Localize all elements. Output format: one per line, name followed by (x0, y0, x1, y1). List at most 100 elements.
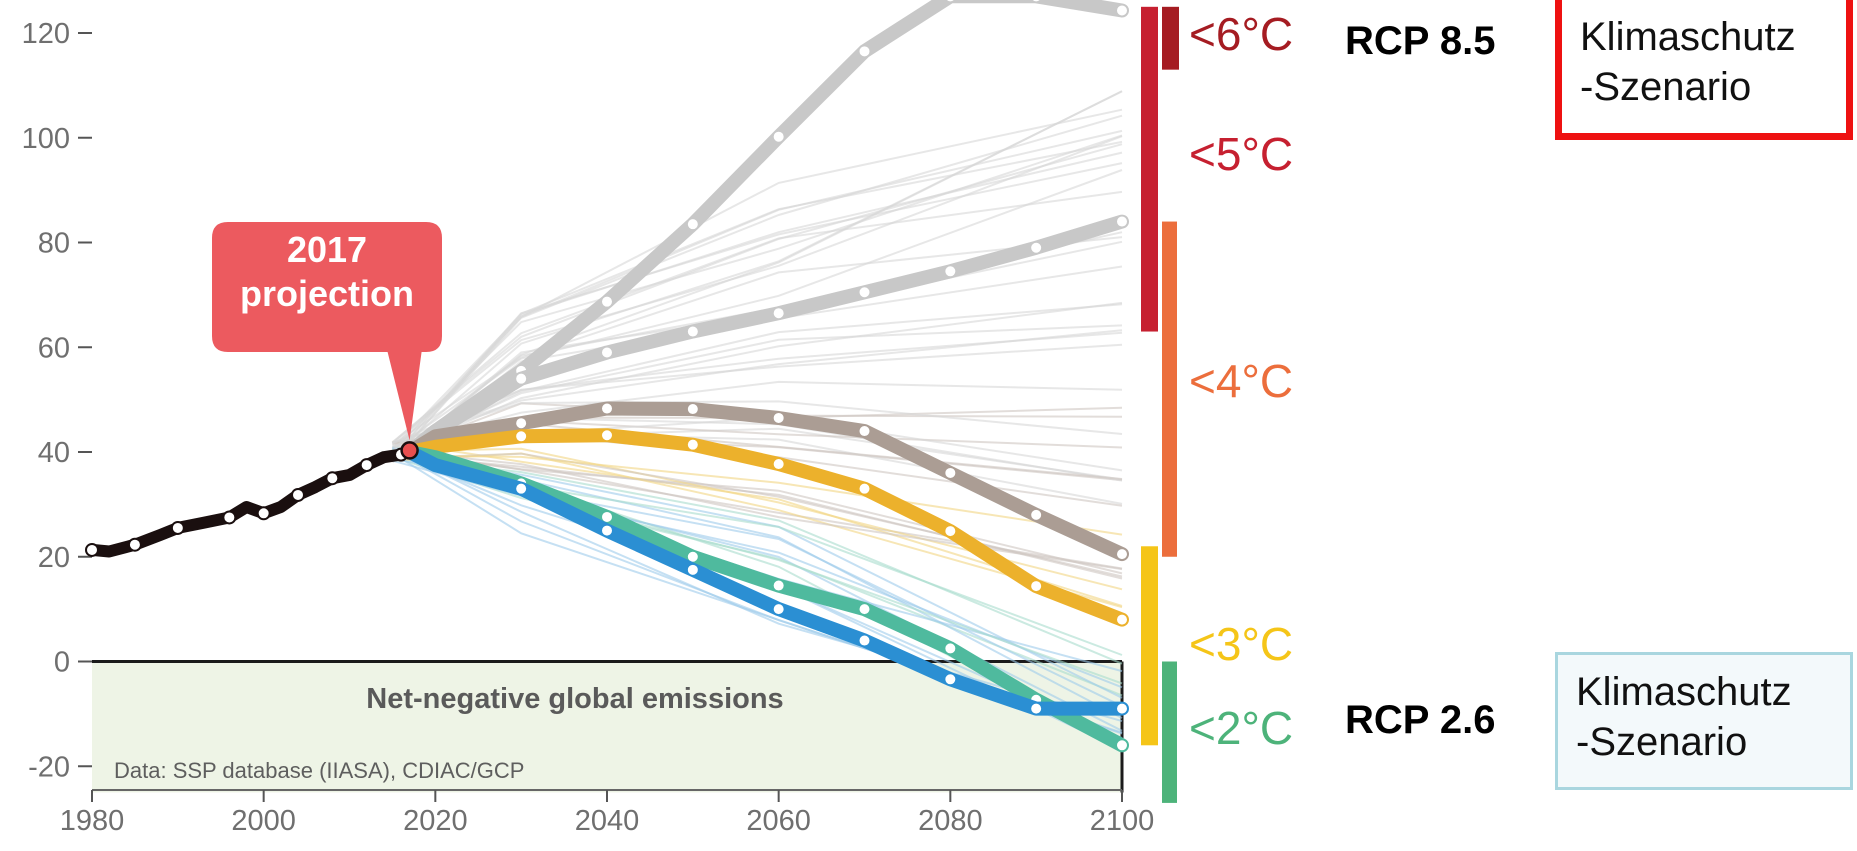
scenario-point (772, 411, 785, 424)
x-tick-label: 2080 (918, 805, 983, 837)
scenario-point (1030, 702, 1043, 715)
background-scenario-line (391, 236, 1123, 446)
x-tick-label: 2000 (231, 805, 296, 837)
background-scenario-line (392, 454, 1123, 536)
scenario-line (402, 428, 1129, 627)
scenario-point (601, 346, 613, 359)
scenario-point (686, 438, 699, 451)
scenario-point (858, 603, 871, 616)
temperature-band-label: <4°C (1189, 355, 1293, 407)
scenario-point (858, 286, 871, 299)
temperature-band-bar (1141, 546, 1158, 746)
x-tick-label: 2040 (575, 805, 640, 837)
y-tick-label: -20 (28, 751, 70, 783)
historical-point (85, 542, 99, 557)
scenario-point (515, 430, 528, 443)
scenario-point (1031, 0, 1041, 3)
x-tick-label: 2020 (403, 805, 468, 837)
highlighted-series-group (402, 0, 1129, 753)
scenario-point (601, 429, 613, 442)
climate-scenario-bottom-line2: -Szenario (1576, 720, 1748, 764)
projection-callout-text: projection (240, 273, 414, 314)
temperature-band-bar (1162, 6, 1179, 70)
y-tick-label: 20 (38, 542, 70, 574)
climate-scenario-top-line1: Klimaschutz (1580, 15, 1796, 59)
climate-scenario-box-top: Klimaschutz -Szenario (1555, 0, 1853, 140)
temperature-band-bar (1162, 221, 1177, 557)
y-tick-label: 0 (54, 647, 70, 679)
temperature-band-label: <6°C (1189, 8, 1293, 60)
x-tick-label: 1980 (60, 805, 125, 837)
background-scenario-line (391, 134, 1123, 452)
projection-callout-shape (212, 222, 442, 441)
scenario-point (1030, 508, 1043, 521)
rcp-2-6-label: RCP 2.6 (1345, 698, 1495, 742)
scenario-line (402, 214, 1129, 459)
scenario-point (772, 458, 785, 471)
scenario-point (686, 325, 699, 338)
scenario-point (944, 673, 957, 686)
climate-scenario-bottom-line1: Klimaschutz (1576, 670, 1792, 714)
temperature-band-bar (1162, 661, 1177, 803)
historical-point (170, 520, 185, 535)
scenario-point (1116, 548, 1128, 561)
scenario-point (944, 642, 957, 655)
source-note: Data: SSP database (IIASA), CDIAC/GCP (114, 758, 524, 783)
scenario-point (1030, 580, 1043, 593)
y-tick-label: 40 (38, 437, 70, 469)
scenario-point (601, 524, 613, 537)
temperature-band-label: <2°C (1189, 702, 1293, 754)
scenario-point (686, 563, 699, 576)
scenario-point (858, 634, 871, 647)
scenario-point (1116, 4, 1128, 17)
scenario-point (515, 372, 528, 385)
scenario-point (772, 579, 785, 592)
projection-point (400, 441, 419, 460)
scenario-point (858, 425, 871, 438)
scenario-point (515, 482, 528, 495)
scenario-point (772, 307, 785, 320)
scenario-point (858, 45, 871, 58)
temperature-bands-group: <6°C <5°C <4°C <3°C <2°C (1141, 6, 1293, 803)
scenario-point (1030, 241, 1043, 254)
temperature-band-bar (1141, 6, 1158, 332)
scenario-point (686, 218, 699, 231)
scenario-point (858, 482, 871, 495)
y-tick-label: 60 (38, 332, 70, 364)
scenario-point (601, 510, 613, 523)
historical-point (127, 537, 142, 552)
y-tick-label: 120 (22, 18, 70, 50)
background-scenario-line (391, 190, 1123, 444)
scenario-point (772, 130, 785, 143)
temperature-band-label: <5°C (1189, 128, 1293, 180)
scenario-point (1116, 215, 1128, 228)
scenario-line (402, 445, 1129, 716)
negative-region-label: Net-negative global emissions (366, 683, 783, 715)
background-scenario-line (391, 169, 1123, 452)
climate-scenario-box-bottom: Klimaschutz -Szenario (1555, 652, 1853, 790)
axis-ticks-group: 120 100 80 60 40 20 0 -20 1980 2000 2020 2040 2060 20… (22, 18, 1155, 837)
scenario-point (601, 295, 613, 308)
projection-callout: 2017 projection (212, 222, 442, 441)
historical-point (222, 510, 237, 525)
y-tick-label: 80 (38, 228, 70, 260)
background-scenario-line (391, 143, 1123, 444)
projection-callout-year: 2017 (287, 229, 367, 270)
historical-point (359, 458, 374, 473)
scenario-point (601, 402, 613, 415)
historical-point (325, 471, 340, 486)
scenario-point (1116, 739, 1128, 752)
climate-scenario-top-line2: -Szenario (1580, 65, 1752, 109)
historical-point (291, 487, 305, 502)
y-tick-label: 100 (22, 123, 70, 155)
x-tick-label: 2100 (1090, 805, 1155, 837)
scenario-point (515, 417, 528, 430)
rcp-8-5-label: RCP 8.5 (1345, 19, 1495, 63)
background-scenario-line (391, 129, 1123, 453)
historical-point (256, 506, 271, 521)
temperature-band-label: <3°C (1189, 618, 1293, 670)
scenario-point (944, 525, 957, 538)
scenario-point (686, 403, 699, 416)
